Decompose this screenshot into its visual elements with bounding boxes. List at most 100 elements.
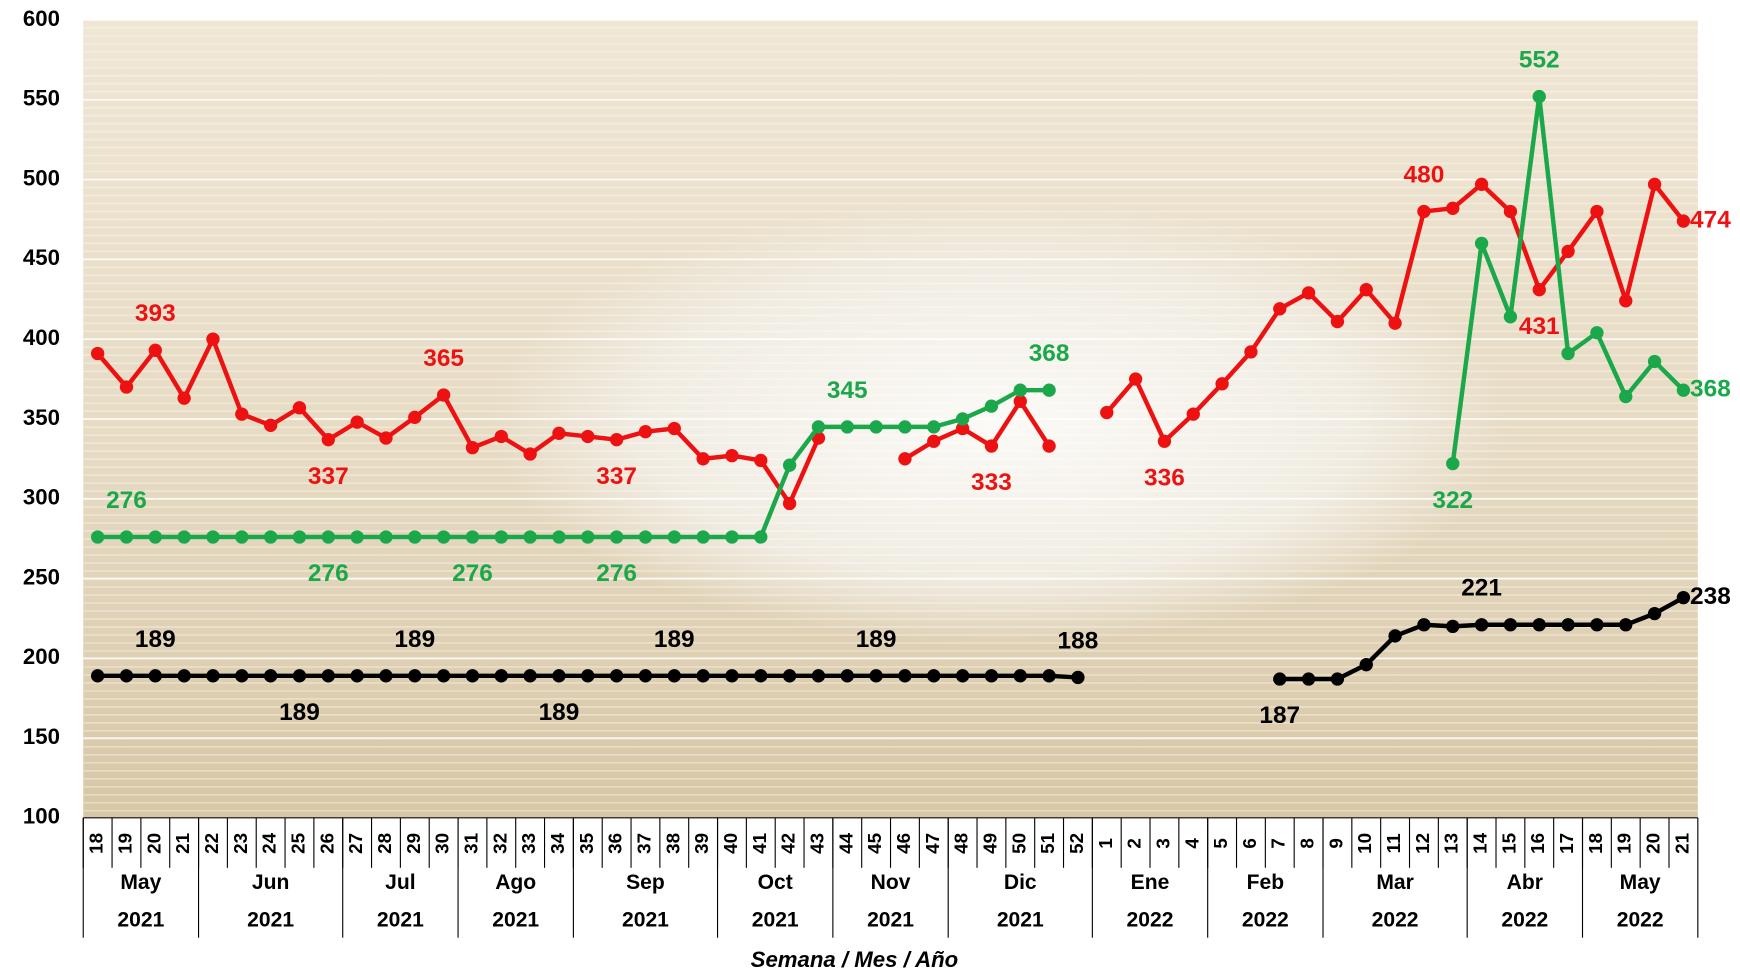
x-tick-label: 33 xyxy=(518,833,539,854)
x-tick-label: 42 xyxy=(778,833,799,854)
data-point xyxy=(523,669,537,683)
data-point xyxy=(955,669,970,683)
data-label: 336 xyxy=(1144,464,1185,491)
data-point xyxy=(955,412,970,426)
data-point xyxy=(263,418,278,432)
data-point xyxy=(811,420,826,434)
data-point xyxy=(119,380,134,394)
data-point xyxy=(494,530,508,544)
x-tick-label: 20 xyxy=(1643,833,1664,854)
data-point xyxy=(465,669,480,683)
x-tick-label: 17 xyxy=(1556,833,1577,854)
data-point xyxy=(206,530,220,544)
month-label: May xyxy=(120,871,161,894)
data-label: 480 xyxy=(1404,161,1445,188)
year-label: 2022 xyxy=(1501,909,1548,932)
x-tick-label: 38 xyxy=(662,833,683,854)
x-tick-label: 41 xyxy=(749,833,770,854)
data-point xyxy=(1330,672,1345,686)
data-point xyxy=(350,530,364,544)
data-point xyxy=(1446,456,1460,471)
x-axis-title: Semana / Mes / Año xyxy=(751,947,959,971)
data-point xyxy=(177,669,191,683)
data-point xyxy=(263,669,278,683)
data-point xyxy=(667,421,681,436)
data-point xyxy=(782,669,797,683)
data-point xyxy=(898,420,912,434)
x-tick-label: 18 xyxy=(86,833,107,854)
data-point xyxy=(119,669,134,683)
data-point xyxy=(292,530,307,544)
data-point xyxy=(667,669,681,683)
data-point xyxy=(1301,672,1316,686)
x-tick-label: 34 xyxy=(547,832,568,853)
x-tick-label: 36 xyxy=(605,833,626,854)
data-label: 189 xyxy=(856,626,897,653)
x-tick-label: 37 xyxy=(633,833,654,854)
data-point xyxy=(725,530,739,544)
x-tick-label: 3 xyxy=(1152,838,1173,849)
x-tick-label: 1 xyxy=(1095,838,1116,849)
month-label: Jun xyxy=(252,871,289,894)
x-tick-label: 50 xyxy=(1008,833,1029,854)
data-point xyxy=(1359,283,1373,297)
data-point xyxy=(1359,658,1373,672)
x-tick-label: 31 xyxy=(460,833,481,854)
month-label: Abr xyxy=(1507,871,1543,894)
y-tick-label: 100 xyxy=(23,804,60,829)
data-point xyxy=(984,669,999,683)
year-label: 2021 xyxy=(377,909,424,932)
data-point xyxy=(119,530,134,544)
data-point xyxy=(1532,89,1546,104)
data-point xyxy=(1446,619,1460,634)
data-point xyxy=(1676,590,1691,605)
data-point xyxy=(1301,286,1316,300)
series-line xyxy=(97,387,1050,540)
month-label: Oct xyxy=(758,871,793,894)
data-label: 474 xyxy=(1690,206,1731,233)
y-tick-label: 150 xyxy=(23,724,60,749)
year-label: 2021 xyxy=(867,909,914,932)
data-point xyxy=(1503,310,1518,324)
y-tick-label: 450 xyxy=(23,245,60,270)
x-tick-label: 21 xyxy=(172,833,193,854)
data-point xyxy=(667,530,681,544)
data-label: 368 xyxy=(1690,376,1731,403)
x-tick-label: 39 xyxy=(691,833,712,854)
x-tick-label: 5 xyxy=(1210,838,1231,849)
data-point xyxy=(1619,389,1633,404)
data-point xyxy=(552,426,566,440)
x-tick-label: 28 xyxy=(374,833,395,854)
data-point xyxy=(638,425,653,439)
data-point xyxy=(1532,283,1546,297)
data-point xyxy=(1330,314,1345,329)
year-label: 2021 xyxy=(492,909,539,932)
month-label: Mar xyxy=(1376,871,1413,894)
data-point xyxy=(1417,204,1431,219)
data-point xyxy=(898,669,912,683)
x-tick-label: 29 xyxy=(403,833,424,854)
data-point xyxy=(1590,618,1604,632)
x-tick-label: 19 xyxy=(1614,833,1635,854)
x-tick-label: 45 xyxy=(864,833,885,854)
data-point xyxy=(90,530,105,544)
data-point xyxy=(436,388,451,402)
data-point xyxy=(552,669,566,683)
year-label: 2022 xyxy=(1617,909,1664,932)
data-point xyxy=(1676,214,1691,228)
data-point xyxy=(927,434,941,448)
data-label: 393 xyxy=(135,300,176,327)
data-point xyxy=(1676,383,1691,397)
year-label: 2021 xyxy=(247,909,294,932)
data-point xyxy=(436,669,451,683)
data-point xyxy=(696,669,710,683)
data-point xyxy=(379,530,393,544)
data-point xyxy=(177,391,191,405)
data-point xyxy=(984,399,999,413)
data-label: 189 xyxy=(394,626,435,653)
data-point xyxy=(1013,669,1027,683)
data-point xyxy=(782,496,797,511)
data-point xyxy=(869,669,883,683)
y-tick-label: 200 xyxy=(23,644,60,669)
